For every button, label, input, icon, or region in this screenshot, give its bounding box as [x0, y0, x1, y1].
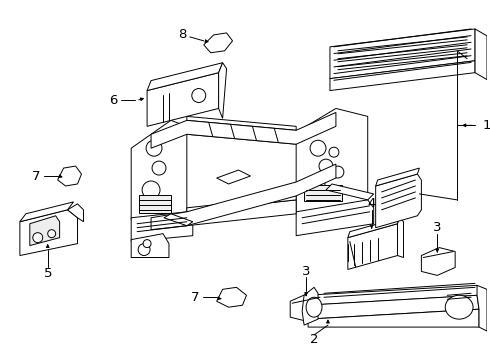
Circle shape — [310, 140, 326, 156]
Ellipse shape — [306, 297, 322, 317]
Polygon shape — [306, 285, 479, 305]
Polygon shape — [376, 174, 421, 228]
Text: 1: 1 — [483, 119, 490, 132]
Polygon shape — [330, 29, 475, 78]
Polygon shape — [30, 216, 60, 246]
Text: 3: 3 — [302, 265, 310, 278]
Polygon shape — [217, 170, 250, 184]
Polygon shape — [147, 63, 222, 91]
Polygon shape — [477, 285, 487, 331]
Polygon shape — [421, 248, 455, 275]
Circle shape — [33, 233, 43, 243]
Polygon shape — [348, 224, 397, 269]
Polygon shape — [308, 309, 479, 327]
Circle shape — [142, 181, 160, 199]
Polygon shape — [187, 200, 296, 226]
Polygon shape — [302, 287, 318, 325]
Text: 6: 6 — [109, 94, 118, 107]
Text: 2: 2 — [310, 333, 318, 346]
Polygon shape — [151, 164, 336, 230]
Polygon shape — [330, 61, 475, 91]
Circle shape — [192, 89, 206, 103]
Polygon shape — [131, 234, 169, 257]
Bar — [139, 195, 171, 213]
Polygon shape — [219, 63, 226, 118]
Polygon shape — [348, 218, 399, 238]
Polygon shape — [187, 196, 296, 212]
Polygon shape — [296, 200, 374, 236]
Polygon shape — [164, 214, 193, 226]
Text: 4: 4 — [368, 197, 376, 210]
Polygon shape — [397, 218, 403, 257]
Polygon shape — [20, 210, 77, 256]
Circle shape — [48, 230, 56, 238]
Polygon shape — [58, 166, 81, 186]
Circle shape — [152, 161, 166, 175]
Text: 3: 3 — [433, 221, 441, 234]
Circle shape — [332, 166, 344, 178]
Polygon shape — [147, 73, 219, 126]
Polygon shape — [187, 120, 296, 144]
Polygon shape — [204, 33, 233, 53]
Ellipse shape — [445, 295, 473, 319]
Text: 5: 5 — [44, 267, 52, 280]
Polygon shape — [187, 116, 296, 130]
Polygon shape — [290, 293, 324, 321]
Circle shape — [151, 202, 163, 214]
Circle shape — [329, 147, 339, 157]
Circle shape — [307, 175, 325, 193]
Polygon shape — [131, 120, 187, 220]
Circle shape — [143, 240, 151, 248]
Bar — [304, 185, 342, 201]
Text: 7: 7 — [31, 170, 40, 183]
Circle shape — [138, 244, 150, 256]
Polygon shape — [151, 112, 336, 148]
Polygon shape — [20, 202, 74, 222]
Polygon shape — [326, 184, 374, 200]
Polygon shape — [475, 29, 487, 80]
Text: 8: 8 — [178, 28, 186, 41]
Polygon shape — [306, 295, 479, 319]
Polygon shape — [68, 204, 83, 222]
Polygon shape — [296, 108, 368, 220]
Polygon shape — [131, 212, 193, 242]
Polygon shape — [217, 287, 246, 307]
Polygon shape — [376, 168, 419, 186]
Circle shape — [146, 140, 162, 156]
Circle shape — [319, 159, 333, 173]
Text: 7: 7 — [191, 291, 199, 304]
